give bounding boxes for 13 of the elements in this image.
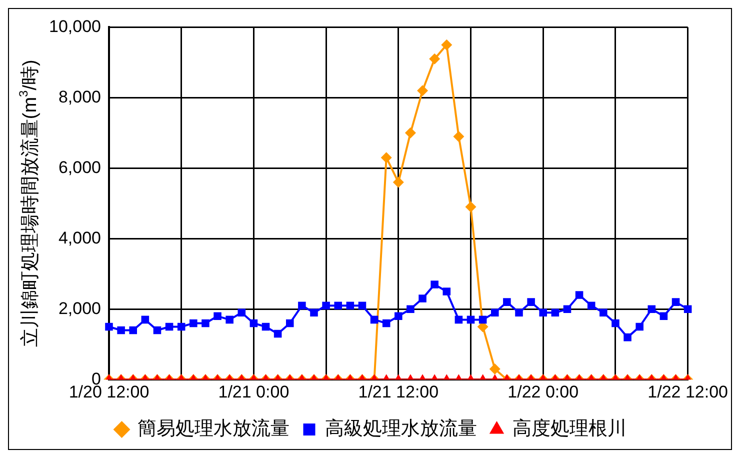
- legend-label: 高度処理根川: [512, 418, 626, 440]
- y-tick-label: 6,000: [58, 158, 101, 177]
- x-tick-label: 1/21 0:00: [218, 382, 290, 402]
- y-axis-title: 立川錦町処理場時間放流量(m3/時): [16, 60, 42, 348]
- x-tick-label: 1/22 12:00: [648, 382, 728, 402]
- x-tick-label: 1/22 0:00: [508, 382, 579, 402]
- y-tick-label: 4,000: [58, 228, 101, 248]
- legend-label: 高級処理水放流量: [324, 418, 477, 440]
- legend-label: 簡易処理水放流量: [137, 418, 290, 440]
- y-tick-label: 8,000: [58, 87, 101, 106]
- y-tick-label: 2,000: [58, 298, 101, 318]
- y-tick-label: 10,000: [48, 16, 101, 36]
- x-tick-label: 1/21 12:00: [358, 382, 439, 402]
